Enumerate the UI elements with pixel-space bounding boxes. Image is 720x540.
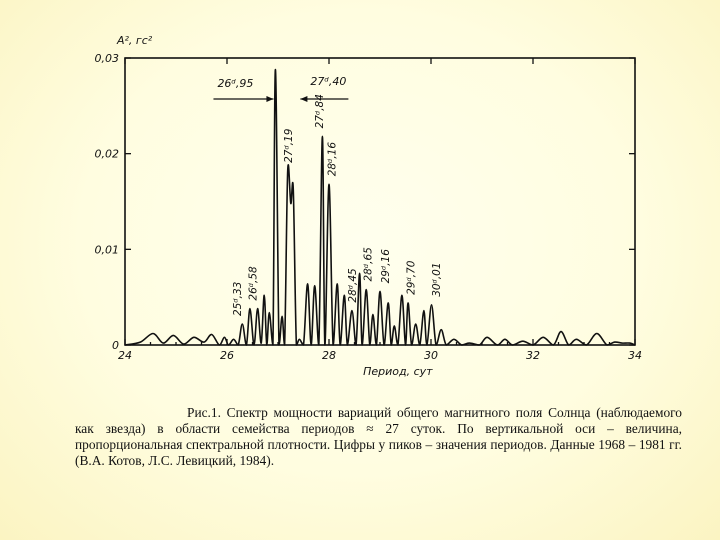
y-tick-label: 0,03 [95,52,120,65]
arrow-label: 27ᵈ,40 [310,75,346,88]
plot-border [124,57,636,346]
chart-frame [124,57,636,346]
x-tick-label: 32 [526,349,540,362]
x-tick-label: 26 [220,349,234,362]
peak-label: 25ᵈ,33 [232,282,244,316]
x-axis-title: Период, сут [363,365,433,378]
spectrum-chart: 24 26 28 30 32 34 0 0,01 0,02 0,03 A², гс² Период… [95,34,643,378]
spectrum-series-line [124,68,636,346]
peak-label: 28ᵈ,65 [362,247,374,282]
peak-label: 28ᵈ,16 [327,142,339,177]
x-tick-label: 28 [322,349,336,362]
arrow-labels: 26ᵈ,95 27ᵈ,40 [213,75,349,102]
peak-label: 26ᵈ,58 [248,266,260,301]
peak-label: 27ᵈ,19 [283,128,295,163]
peak-label: 27ᵈ,84 [314,94,326,128]
peak-label: 29ᵈ,70 [406,260,418,295]
y-axis-title: A², гс² [116,34,153,47]
arrowhead [300,96,308,102]
peak-label: 29ᵈ,16 [380,249,392,284]
figure-caption: Рис.1. Спектр мощности вариаций общего м… [75,405,682,468]
arrowhead [266,96,274,102]
peak-label: 28ᵈ,45 [347,268,359,303]
peak-labels: 25ᵈ,33 26ᵈ,58 27ᵈ,19 27ᵈ,84 28ᵈ,16 28ᵈ,4528ᵈ,… [232,94,443,316]
tick-labels: 24 26 28 30 32 34 0 0,01 0,02 0,03 [95,52,643,362]
y-tick-label: 0 [112,339,119,352]
axis-ticks [124,57,636,346]
x-tick-label: 30 [424,349,438,362]
y-tick-label: 0,02 [95,148,120,161]
arrow-label: 26ᵈ,95 [217,77,253,90]
y-tick-label: 0,01 [95,243,120,256]
x-tick-label: 34 [628,349,642,362]
x-tick-label: 24 [118,349,132,362]
peak-label: 30ᵈ,01 [431,262,443,296]
